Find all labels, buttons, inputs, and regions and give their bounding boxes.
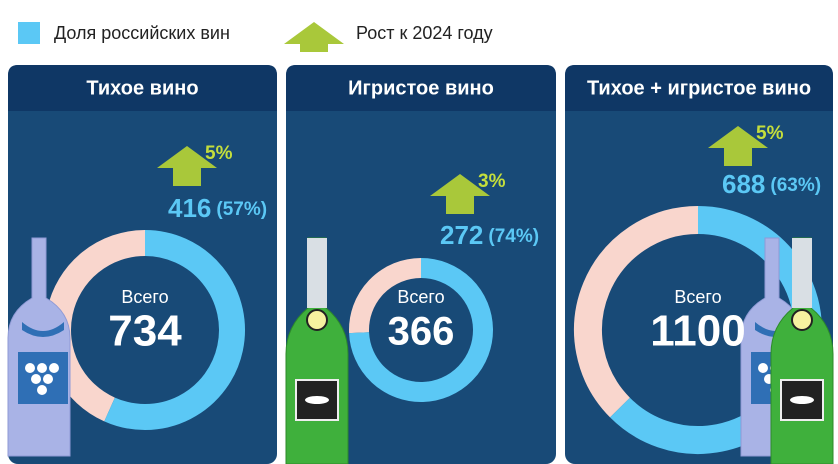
total-value: 366 (388, 310, 455, 354)
bottle (7, 237, 71, 457)
panel-title: Тихое + игристое вино (587, 77, 811, 99)
growth-arrow (430, 174, 490, 214)
legend-arrow (284, 22, 344, 52)
grape (25, 363, 35, 373)
total-value: 734 (108, 307, 182, 356)
bottle (770, 237, 834, 464)
growth-arrow (157, 146, 217, 186)
total-value: 1100 (650, 307, 745, 356)
donut-share (349, 258, 493, 402)
grape (49, 363, 59, 373)
share-number: 272 (440, 220, 483, 250)
grape (43, 374, 53, 384)
growth-label: 5% (756, 123, 784, 144)
label-mark (790, 396, 814, 404)
panel-title: Тихое вино (86, 77, 198, 99)
center-label: Всего (121, 287, 168, 307)
share-percent: (74%) (488, 226, 539, 247)
share-number: 688 (722, 169, 765, 199)
bottle-label (780, 379, 824, 421)
bottle (285, 237, 349, 464)
share-percent: (57%) (216, 199, 267, 220)
grape (758, 363, 768, 373)
share-percent: (63%) (770, 175, 821, 196)
growth-label: 3% (478, 171, 506, 192)
growth-label: 5% (205, 143, 233, 164)
growth-arrow (708, 126, 768, 166)
center-label: Всего (397, 287, 444, 307)
center-label: Всего (674, 287, 721, 307)
panel-header (565, 65, 833, 111)
bottle-neck (22, 322, 64, 337)
share-number: 416 (168, 193, 211, 223)
legend-label: Рост к 2024 году (356, 23, 493, 43)
bottle-label (18, 352, 68, 404)
grape (37, 385, 47, 395)
share-value: 688 (63%) (722, 169, 821, 199)
share-value: 272 (74%) (440, 220, 539, 250)
label-mark (305, 396, 329, 404)
panel-header (286, 65, 556, 111)
grape (31, 374, 41, 384)
donut-share (104, 230, 245, 430)
panel-title: Игристое вино (348, 77, 494, 99)
donut-rest (349, 258, 422, 334)
legend-swatch (18, 22, 40, 44)
legend-label: Доля российских вин (54, 23, 230, 43)
share-value: 416 (57%) (168, 193, 267, 223)
bottle-medal (306, 309, 328, 331)
panel-header (8, 65, 277, 111)
bottle-foil (792, 238, 812, 308)
bottle-foil (307, 238, 327, 308)
grape (37, 363, 47, 373)
bottle-medal (791, 309, 813, 331)
donut-rest (574, 206, 699, 418)
